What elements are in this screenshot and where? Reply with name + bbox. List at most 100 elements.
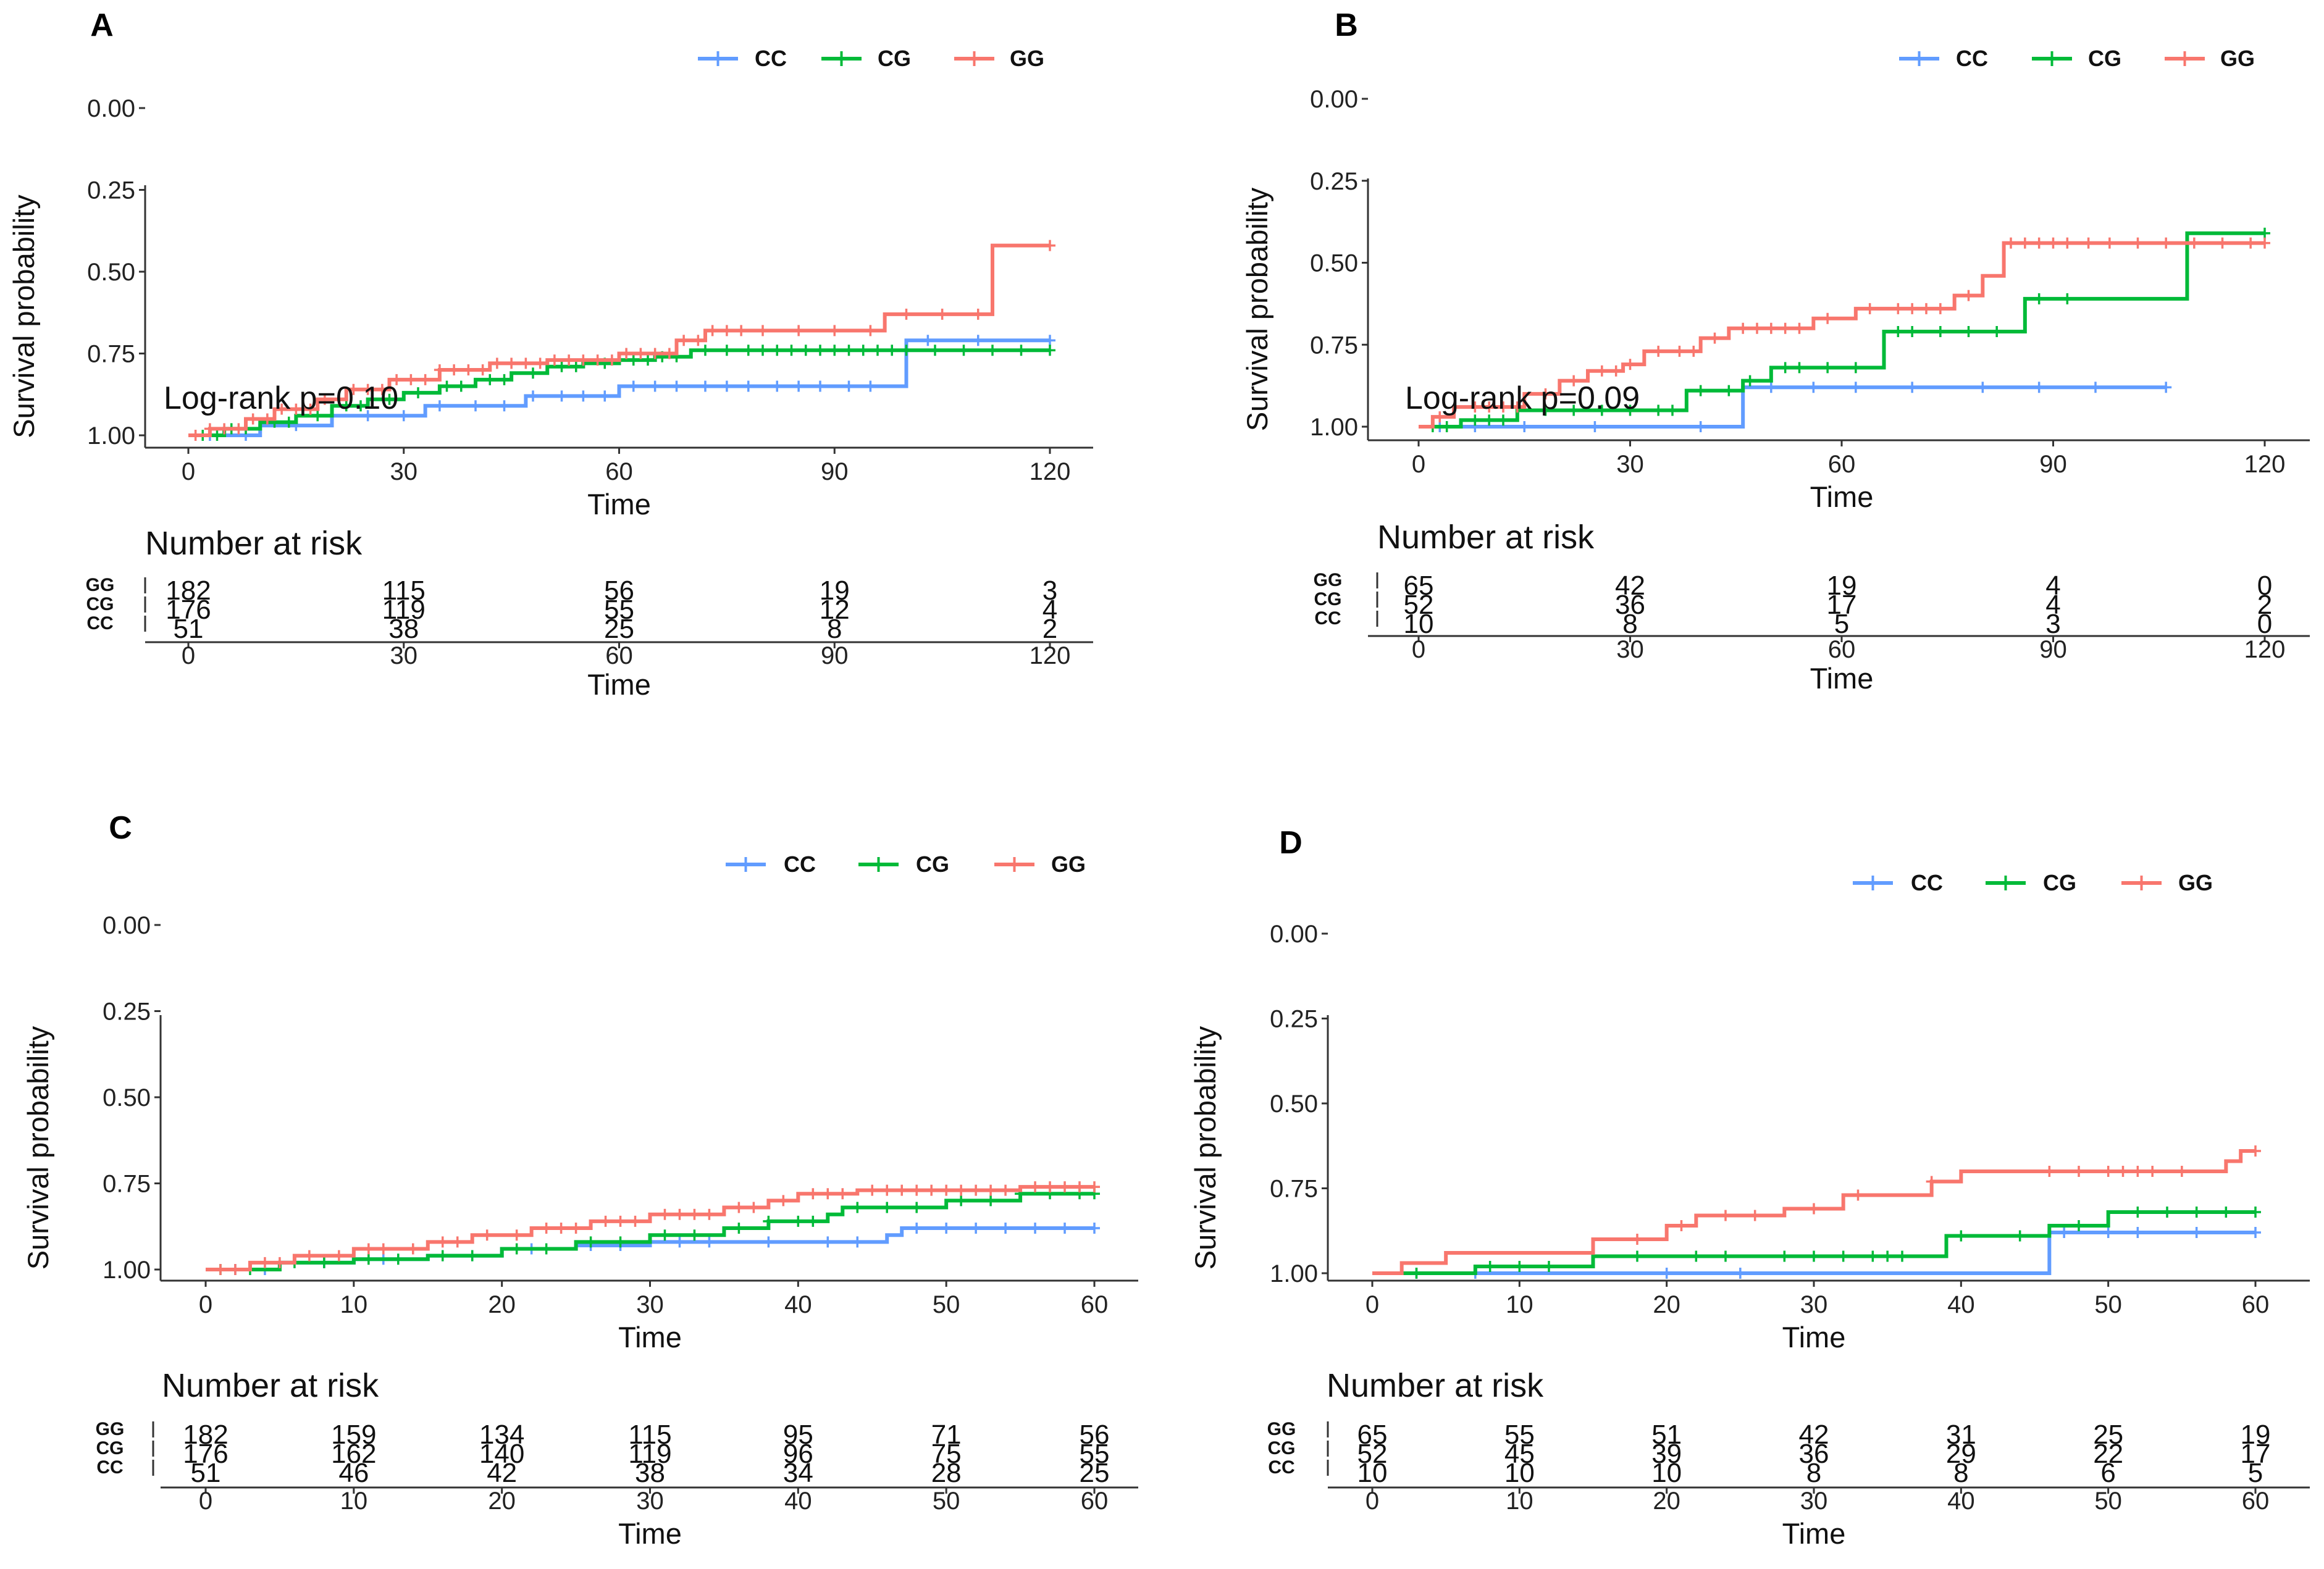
risk-value-cc: 3 <box>2045 609 2060 639</box>
x-tick-label: 90 <box>2039 451 2067 478</box>
survival-curve-cg <box>1372 1210 2255 1275</box>
censor-mark-gg <box>936 308 948 320</box>
censor-mark-gg <box>1921 303 1932 314</box>
risk-x-tick-label: 0 <box>199 1487 212 1515</box>
y-tick-label: 0.75 <box>87 341 135 368</box>
censor-mark-cg <box>585 1236 597 1248</box>
censor-mark-cc <box>2191 1227 2202 1238</box>
censor-mark-gg <box>1483 401 1495 413</box>
censor-mark-gg <box>333 1250 345 1261</box>
censor-mark-cc <box>1059 1223 1071 1234</box>
censor-mark-cg <box>786 345 797 356</box>
y-tick-label: 1.00 <box>1270 1260 1318 1287</box>
censor-mark-cg <box>911 1202 923 1213</box>
censor-mark-gg <box>1030 1181 1041 1193</box>
x-tick-label: 0 <box>182 458 195 485</box>
risk-row-label-cc: CC <box>86 613 113 634</box>
censor-mark-gg <box>629 1215 641 1227</box>
risk-value-cg: 22 <box>2093 1439 2123 1469</box>
censor-mark-cg <box>1690 1250 1702 1262</box>
censor-mark-cc <box>1977 382 1989 393</box>
censor-mark-cg <box>527 367 539 379</box>
risk-value-gg: 115 <box>382 575 426 606</box>
censor-mark-cc <box>498 400 510 412</box>
risk-value-cc: 2 <box>1042 614 1057 644</box>
censor-mark-cc <box>793 380 805 392</box>
censor-mark-cg <box>2033 293 2045 304</box>
censor-mark-gg <box>2117 1166 2129 1177</box>
censor-mark-gg <box>2073 1166 2084 1177</box>
y-tick-label: 0.00 <box>1310 86 1358 113</box>
risk-x-tick-label: 10 <box>340 1487 368 1515</box>
risk-row-label-cc: CC <box>1314 608 1341 629</box>
legend-label-cg: CG <box>2043 870 2076 895</box>
censor-mark-cg <box>1498 414 1509 426</box>
censor-mark-cg <box>757 345 768 356</box>
x-tick-label: 60 <box>1828 451 1856 478</box>
risk-value-cc: 10 <box>1404 609 1434 639</box>
risk-row-label-cc: CC <box>1268 1457 1294 1478</box>
censor-mark-gg <box>1751 322 1763 334</box>
censor-mark-cg <box>211 430 223 441</box>
censor-mark-gg <box>1688 345 1700 357</box>
censor-mark-cg <box>615 1236 626 1248</box>
censor-mark-cg <box>1779 362 1791 374</box>
risk-x-axis-title: Time <box>618 1517 682 1550</box>
censor-mark-gg <box>391 374 403 385</box>
censor-mark-gg <box>600 1215 611 1227</box>
panel-letter: D <box>1279 825 1303 861</box>
logrank-pvalue: Log-rank p=0.10 <box>164 380 398 416</box>
x-tick-label: 40 <box>784 1291 812 1318</box>
censor-mark-cg <box>1779 1250 1790 1262</box>
censor-mark-gg <box>319 393 330 405</box>
censor-mark-cg <box>1484 1261 1496 1272</box>
censor-mark-gg <box>2019 237 2031 249</box>
censor-mark-cg <box>1596 404 1608 416</box>
censor-mark-gg <box>577 354 589 366</box>
censor-mark-gg <box>2176 1166 2188 1177</box>
censor-mark-cg <box>689 1229 700 1241</box>
y-tick-label: 0.75 <box>103 1171 151 1198</box>
legend-label-gg: GG <box>1051 851 1086 877</box>
censor-mark-gg <box>448 364 460 375</box>
risk-value-cc: 5 <box>2248 1458 2263 1488</box>
censor-mark-gg <box>1653 345 1664 357</box>
censor-mark-cg <box>340 400 352 412</box>
risk-row-label-cg: CG <box>1268 1438 1296 1458</box>
censor-mark-gg <box>1074 1181 1086 1193</box>
censor-mark-cc <box>1519 421 1530 432</box>
panel-letter: C <box>109 810 132 846</box>
x-tick-label: 50 <box>2094 1291 2122 1318</box>
censor-mark-gg <box>407 1243 419 1255</box>
risk-value-cc: 8 <box>1953 1458 1968 1488</box>
risk-x-tick-label: 90 <box>2039 636 2067 663</box>
risk-value-gg: 3 <box>1042 575 1057 606</box>
censor-mark-cc <box>1907 382 1918 393</box>
censor-mark-cc <box>843 380 855 392</box>
x-axis-title: Time <box>1782 1321 1846 1354</box>
x-tick-label: 0 <box>199 1291 212 1318</box>
censor-mark-cg <box>2062 293 2073 304</box>
censor-mark-cg <box>829 345 841 356</box>
censor-mark-gg <box>1540 388 1551 400</box>
panel-c: C 0.00 0.25 0.50 0.75 1.00 0 10 20 30 40 50 60 Time Su… <box>22 810 1138 1550</box>
risk-value-cc: 10 <box>1504 1458 1535 1488</box>
censor-mark-cc <box>763 1236 774 1248</box>
censor-mark-cg <box>540 1243 552 1255</box>
risk-value-gg: 71 <box>931 1420 962 1450</box>
censor-mark-cg <box>955 1195 967 1207</box>
risk-value-cc: 42 <box>487 1458 517 1488</box>
censor-mark-cg <box>466 1250 478 1261</box>
risk-value-cg: 140 <box>479 1439 524 1469</box>
censor-mark-gg <box>405 374 417 385</box>
x-tick-label: 30 <box>636 1291 664 1318</box>
censor-mark-cg <box>958 345 970 356</box>
censor-mark-gg <box>2188 237 2200 249</box>
risk-x-tick-label: 10 <box>1506 1487 1533 1515</box>
censor-mark-gg <box>520 358 532 369</box>
censor-mark-gg <box>733 1202 745 1213</box>
censor-mark-gg <box>972 308 984 320</box>
censor-mark-cg <box>1624 404 1636 416</box>
legend-label-gg: GG <box>2220 46 2255 71</box>
censor-mark-cg <box>1907 326 1918 338</box>
